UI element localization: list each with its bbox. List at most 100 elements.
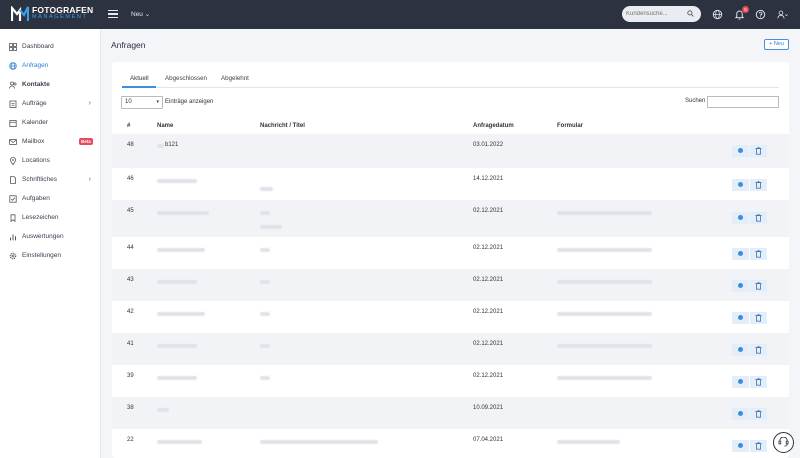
view-button[interactable] — [732, 248, 749, 260]
table-row[interactable]: 43 02.12.2021 — [112, 269, 789, 301]
sidebar-item-kalender[interactable]: Kalender — [0, 116, 101, 130]
view-button[interactable] — [732, 280, 749, 292]
view-button[interactable] — [732, 408, 749, 420]
column-header-id[interactable]: # — [127, 123, 131, 129]
table-row[interactable]: 42 02.12.2021 — [112, 301, 789, 333]
view-button[interactable] — [732, 344, 749, 356]
tab-abgelehnt[interactable]: Abgelehnt — [221, 75, 249, 82]
delete-button[interactable] — [750, 179, 767, 191]
support-chat-button[interactable] — [773, 432, 794, 453]
sidebar-item-mailbox[interactable]: Mailbox Beta — [0, 135, 101, 149]
sidebar-item-label: Anfragen — [22, 62, 49, 69]
redacted-name — [157, 211, 209, 215]
sidebar-item-dashboard[interactable]: Dashboard — [0, 40, 101, 54]
help-icon[interactable] — [755, 9, 766, 20]
table-row[interactable]: 45 02.12.2021 — [112, 200, 789, 237]
new-dropdown[interactable]: Neu ⌄ — [131, 11, 151, 18]
trash-icon — [755, 181, 762, 189]
redacted-form — [557, 376, 652, 380]
sidebar-item-lesezeichen[interactable]: Lesezeichen — [0, 211, 101, 225]
row-date: 03.01.2022 — [473, 142, 504, 148]
sidebar-item-auswertungen[interactable]: Auswertungen — [0, 230, 101, 244]
table-row[interactable]: 39 02.12.2021 — [112, 365, 789, 397]
new-request-button[interactable]: + Neu — [764, 39, 789, 50]
page-length-value: 10 — [125, 99, 132, 105]
row-actions — [732, 212, 767, 224]
sidebar-item-label: Aufgaben — [22, 195, 50, 202]
sidebar: Dashboard Anfragen Kontakte Aufträge › K… — [0, 29, 101, 458]
view-icon — [738, 315, 743, 320]
row-actions — [732, 408, 767, 420]
row-date: 02.12.2021 — [473, 245, 504, 251]
redacted-name — [157, 408, 169, 412]
row-date: 14.12.2021 — [473, 176, 504, 182]
table-row[interactable]: 48 b121 03.01.2022 — [112, 134, 789, 168]
delete-button[interactable] — [750, 248, 767, 260]
redacted-message — [260, 280, 270, 284]
delete-button[interactable] — [750, 312, 767, 324]
tab-abgeschlossen[interactable]: Abgeschlossen — [165, 75, 207, 82]
redacted-form — [557, 280, 652, 284]
redacted-form — [557, 211, 652, 215]
sidebar-item-label: Kalender — [22, 119, 49, 126]
brand-name: FOTOGRAFEN — [32, 5, 94, 15]
sidebar-item-schriftliches[interactable]: Schriftliches › — [0, 173, 101, 187]
table-row[interactable]: 41 02.12.2021 — [112, 333, 789, 365]
redacted-form — [557, 440, 620, 444]
row-id: 45 — [127, 208, 134, 214]
view-button[interactable] — [732, 376, 749, 388]
view-button[interactable] — [732, 145, 749, 157]
customer-search-input[interactable] — [626, 9, 686, 19]
brand-logo[interactable]: FOTOGRAFEN MANAGEMENT — [11, 5, 93, 23]
sidebar-item-locations[interactable]: Locations — [0, 154, 101, 168]
tab-aktuell[interactable]: Aktuell — [130, 75, 149, 82]
view-button[interactable] — [732, 212, 749, 224]
active-tab-indicator — [122, 86, 156, 88]
table-row[interactable]: 38 10.09.2021 — [112, 397, 789, 429]
view-button[interactable] — [732, 440, 749, 452]
table-search-input[interactable] — [707, 96, 779, 108]
table-row[interactable]: 44 02.12.2021 — [112, 237, 789, 269]
table-row[interactable]: 22 07.04.2021 — [112, 429, 789, 458]
row-date: 02.12.2021 — [473, 208, 504, 214]
view-icon — [738, 148, 743, 153]
view-button[interactable] — [732, 179, 749, 191]
redacted-message — [260, 211, 270, 215]
bell-icon — [734, 10, 745, 20]
globe-icon — [9, 62, 17, 70]
search-icon[interactable] — [687, 10, 694, 17]
column-header-message[interactable]: Nachricht / Titel — [260, 123, 305, 129]
sidebar-item-aufgaben[interactable]: Aufgaben — [0, 192, 101, 206]
column-header-date[interactable]: Anfragedatum — [473, 123, 514, 129]
sidebar-item-anfragen[interactable]: Anfragen — [0, 59, 101, 73]
sidebar-item-auftraege[interactable]: Aufträge › — [0, 97, 101, 111]
sidebar-item-label: Kontakte — [22, 81, 50, 88]
chevron-down-icon: ▾ — [156, 99, 159, 105]
column-header-form[interactable]: Formular — [557, 123, 584, 129]
delete-button[interactable] — [750, 145, 767, 157]
delete-button[interactable] — [750, 376, 767, 388]
sidebar-item-kontakte[interactable]: Kontakte — [0, 78, 101, 92]
delete-button[interactable] — [750, 280, 767, 292]
delete-button[interactable] — [750, 344, 767, 356]
delete-button[interactable] — [750, 212, 767, 224]
users-icon — [9, 81, 17, 89]
globe-icon[interactable] — [712, 9, 723, 20]
delete-button[interactable] — [750, 408, 767, 420]
page-length-select[interactable]: 10 ▾ — [121, 96, 163, 109]
user-icon[interactable] — [777, 9, 788, 20]
column-header-name[interactable]: Name — [157, 123, 174, 129]
beta-badge: Beta — [79, 138, 93, 145]
location-icon — [9, 157, 17, 165]
view-icon — [738, 251, 743, 256]
sidebar-item-einstellungen[interactable]: Einstellungen — [0, 249, 101, 263]
notifications-button[interactable]: 5 — [734, 6, 749, 20]
menu-icon[interactable] — [108, 10, 118, 19]
dashboard-icon — [9, 43, 17, 51]
trash-icon — [755, 250, 762, 258]
chevron-right-icon: › — [88, 100, 91, 107]
view-button[interactable] — [732, 312, 749, 324]
row-actions — [732, 344, 767, 356]
table-row[interactable]: 46 14.12.2021 — [112, 168, 789, 200]
delete-button[interactable] — [750, 440, 767, 452]
